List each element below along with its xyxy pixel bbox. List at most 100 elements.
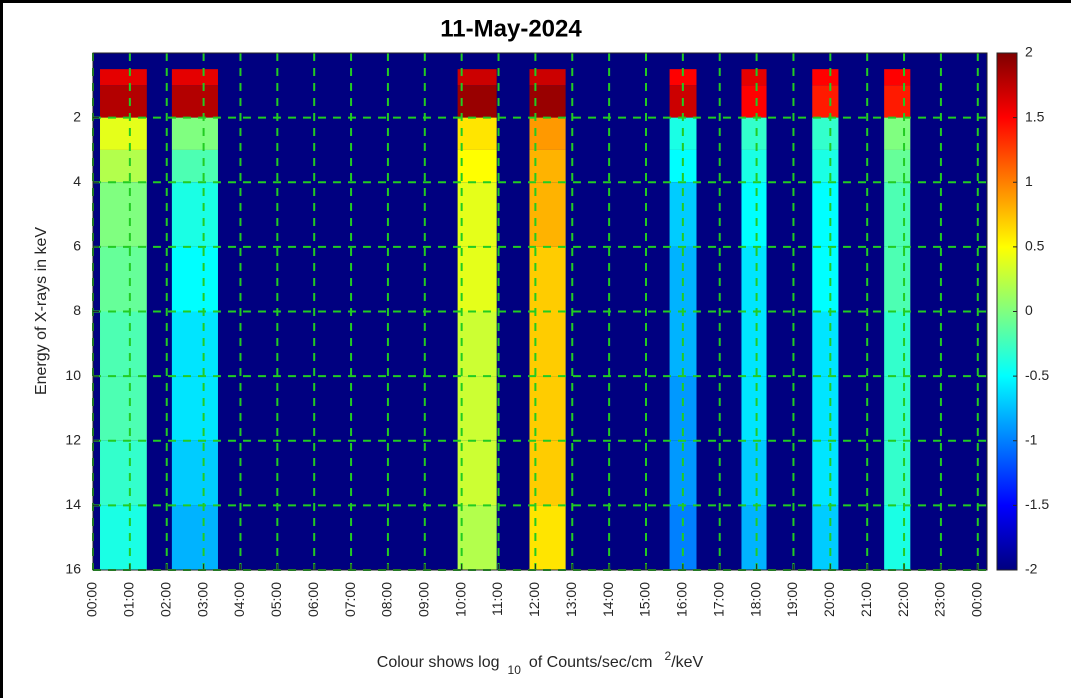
y-tick-label: 10 xyxy=(65,367,81,383)
colorbar-tick-label: 1.5 xyxy=(1025,108,1045,124)
x-tick-label: 02:00 xyxy=(157,582,173,617)
spectrum-cell xyxy=(172,118,218,150)
x-tick-label: 22:00 xyxy=(895,582,911,617)
x-tick-label: 11:00 xyxy=(489,582,505,616)
spectrum-cell xyxy=(100,69,147,85)
spectrum-cell xyxy=(884,376,910,441)
spectrum-cell xyxy=(812,312,838,377)
y-tick-label: 14 xyxy=(65,496,81,512)
x-tick-label: 06:00 xyxy=(305,582,321,617)
colorbar-tick-label: -2 xyxy=(1025,561,1038,577)
x-tick-label: 14:00 xyxy=(600,582,616,617)
x-tick-label: 08:00 xyxy=(379,582,395,617)
spectrum-cell xyxy=(741,312,766,377)
spectrum-cell xyxy=(172,247,218,312)
spectrum-cell xyxy=(100,182,147,247)
x-tick-label: 23:00 xyxy=(932,582,948,617)
spectrum-cell xyxy=(172,182,218,247)
colorbar-tick-label: -0.5 xyxy=(1025,367,1049,383)
spectrum-cell xyxy=(741,505,766,570)
spectrum-cell xyxy=(458,376,497,441)
spectrum-cell xyxy=(100,312,147,377)
spectrum-cell xyxy=(458,182,497,247)
x-tick-label: 03:00 xyxy=(194,582,210,617)
x-tick-label: 15:00 xyxy=(637,582,653,617)
x-tick-label: 19:00 xyxy=(784,582,800,617)
x-tick-label: 13:00 xyxy=(563,582,579,617)
chart: 11-May-2024 Energy of X-rays in keV Colo… xyxy=(0,0,1071,698)
spectrum-cell xyxy=(458,312,497,377)
spectrum-cell xyxy=(741,441,766,506)
spectrum-cell xyxy=(812,150,838,182)
spectrum-cell xyxy=(100,85,147,117)
spectrum-cell xyxy=(100,118,147,150)
spectrum-cell xyxy=(458,247,497,312)
spectrum-cell xyxy=(884,247,910,312)
colorbar-tick-label: -1.5 xyxy=(1025,496,1049,512)
spectrum-cell xyxy=(812,247,838,312)
spectrum-cell xyxy=(741,69,766,85)
colorbar-tick-label: 1 xyxy=(1025,173,1033,189)
spectrum-cell xyxy=(812,85,838,117)
spectrum-cell xyxy=(100,150,147,182)
spectrum-cell xyxy=(172,69,218,85)
spectrum-cell xyxy=(812,505,838,570)
spectrum-cell xyxy=(812,182,838,247)
spectrum-cell xyxy=(172,505,218,570)
x-tick-label: 21:00 xyxy=(858,582,874,617)
x-label-part: Colour shows log xyxy=(377,654,500,671)
y-tick-label: 6 xyxy=(73,238,81,254)
spectrum-cell xyxy=(172,441,218,506)
spectrum-cell xyxy=(884,85,910,117)
spectrum-cell xyxy=(458,85,497,117)
x-tick-label: 07:00 xyxy=(342,582,358,617)
colorbar-tick-label: 2 xyxy=(1025,44,1033,60)
spectrum-cell xyxy=(884,312,910,377)
spectrum-cell xyxy=(741,150,766,182)
x-tick-label: 20:00 xyxy=(821,582,837,617)
spectrum-cell xyxy=(458,505,497,570)
spectrum-cell xyxy=(741,85,766,117)
spectrum-cell xyxy=(100,376,147,441)
x-tick-label: 09:00 xyxy=(415,582,431,617)
spectrum-cell xyxy=(458,150,497,182)
spectrum-cell xyxy=(100,441,147,506)
x-label-part: of Counts/sec/cm xyxy=(529,654,653,671)
spectrum-cell xyxy=(458,69,497,85)
spectrum-cell xyxy=(884,118,910,150)
spectrum-cell xyxy=(172,312,218,377)
spectrum-cell xyxy=(741,376,766,441)
colorbar-tick-label: -1 xyxy=(1025,431,1038,447)
frame-top xyxy=(0,0,1071,3)
y-tick-label: 16 xyxy=(65,561,81,577)
x-tick-label: 17:00 xyxy=(710,582,726,617)
spectrum-cell xyxy=(884,505,910,570)
x-tick-label: 05:00 xyxy=(268,582,284,617)
spectrum-cell xyxy=(812,441,838,506)
y-tick-label: 2 xyxy=(73,108,81,124)
spectrum-cell xyxy=(172,85,218,117)
frame-left xyxy=(0,0,3,698)
y-tick-label: 4 xyxy=(73,173,81,189)
x-tick-label: 00:00 xyxy=(968,582,984,617)
y-axis-label: Energy of X-rays in keV xyxy=(33,227,50,395)
spectrum-cell xyxy=(812,69,838,85)
spectrum-cell xyxy=(741,118,766,150)
x-tick-label: 00:00 xyxy=(84,582,100,617)
spectrum-cell xyxy=(458,118,497,150)
x-tick-label: 16:00 xyxy=(674,582,690,617)
y-tick-label: 12 xyxy=(65,431,81,447)
spectrum-cell xyxy=(884,182,910,247)
spectrum-cell xyxy=(812,376,838,441)
colorbar-tick-label: 0.5 xyxy=(1025,238,1045,254)
spectrum-cell xyxy=(812,118,838,150)
x-tick-label: 18:00 xyxy=(747,582,763,617)
y-tick-label: 8 xyxy=(73,302,81,318)
spectrum-cell xyxy=(741,182,766,247)
x-label-sub: 10 xyxy=(508,663,522,677)
chart-title: 11-May-2024 xyxy=(440,15,582,42)
x-tick-label: 12:00 xyxy=(526,582,542,617)
spectrum-cell xyxy=(100,247,147,312)
spectrum-cell xyxy=(884,441,910,506)
